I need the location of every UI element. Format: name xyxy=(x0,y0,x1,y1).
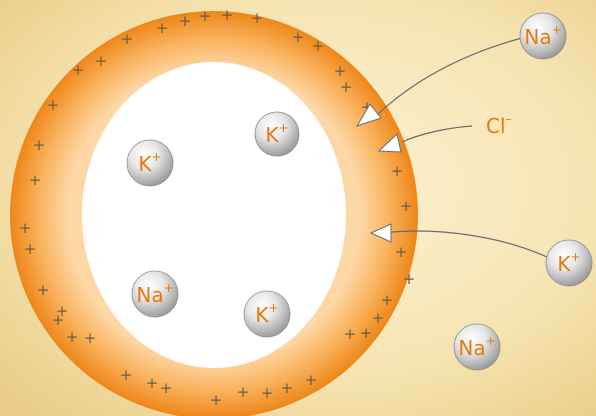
grey-sphere-icon xyxy=(453,323,501,371)
na-inflow-arrow-line xyxy=(377,37,523,115)
membrane-plus-charge: + xyxy=(156,19,169,37)
ion-outside-na-bottom: Na+ xyxy=(453,323,501,371)
membrane-plus-charge: + xyxy=(281,379,294,397)
membrane-plus-charge: + xyxy=(160,379,173,397)
membrane-plus-charge: + xyxy=(292,28,305,46)
ion-inside-k-1: K+ xyxy=(254,111,300,157)
membrane-plus-charge: + xyxy=(251,9,264,27)
membrane-plus-charge: + xyxy=(237,383,250,401)
ion-inside-k-2: K+ xyxy=(126,139,174,187)
membrane-plus-charge: + xyxy=(19,219,32,237)
membrane-plus-charge: + xyxy=(400,197,413,215)
membrane-plus-charge: + xyxy=(52,311,65,329)
membrane-plus-charge: + xyxy=(221,6,234,24)
membrane-plus-charge: + xyxy=(66,328,79,346)
grey-sphere-icon xyxy=(545,239,593,287)
membrane-plus-charge: + xyxy=(305,371,318,389)
membrane-plus-charge: + xyxy=(261,384,274,402)
ion-label: Na+ xyxy=(458,334,495,360)
membrane-plus-charge: + xyxy=(120,366,133,384)
cl-arrow-line xyxy=(401,125,473,143)
ion-inside-k-3: K+ xyxy=(243,290,291,338)
ion-inside-na: Na+ xyxy=(131,270,179,318)
membrane-plus-charge: + xyxy=(56,302,69,320)
membrane-plus-charge: + xyxy=(179,12,192,30)
membrane-plus-charge: + xyxy=(72,61,85,79)
ion-outside-k: K+ xyxy=(545,239,593,287)
membrane-plus-charge: + xyxy=(395,243,408,261)
ion-arrows xyxy=(355,37,548,258)
chloride-label: Cl– xyxy=(486,112,512,138)
k-arrowhead-icon xyxy=(369,223,392,243)
cl-arrowhead-icon xyxy=(377,133,402,153)
membrane-plus-charge: + xyxy=(344,325,357,343)
membrane-plus-charge: + xyxy=(199,7,212,25)
grey-sphere-icon xyxy=(519,12,567,60)
membrane-plus-charge: + xyxy=(47,96,60,114)
grey-sphere-icon xyxy=(243,290,291,338)
membrane-plus-charge: + xyxy=(33,136,46,154)
membrane-plus-charge: + xyxy=(403,270,416,288)
membrane-plus-charge: + xyxy=(121,30,134,48)
membrane-plus-charge: + xyxy=(24,240,37,258)
membrane-plus-charge: + xyxy=(95,52,108,70)
membrane-plus-charge: + xyxy=(84,329,97,347)
ion-label: Na+ xyxy=(136,281,173,307)
membrane-plus-charge: + xyxy=(146,374,159,392)
membrane-plus-charge: + xyxy=(360,324,373,342)
grey-sphere-icon xyxy=(126,139,174,187)
k-arrow-line xyxy=(391,230,548,258)
ion-label: K+ xyxy=(138,150,161,176)
ion-label: K+ xyxy=(255,301,278,327)
membrane-plus-charge: + xyxy=(312,37,325,55)
grey-sphere-icon xyxy=(254,111,300,157)
ion-label: K+ xyxy=(557,250,580,276)
ion-label: K+ xyxy=(265,121,288,147)
na-inflow-arrowhead-icon xyxy=(355,103,382,127)
membrane-plus-charge: + xyxy=(37,281,50,299)
membrane-plus-charge: + xyxy=(372,309,385,327)
membrane-charges: ++ + + + ++ ++ +++++++ ++++ ++++++++ + + ++ + ++ + + + + xyxy=(19,6,416,409)
grey-sphere-icon xyxy=(131,270,179,318)
ion-label: Na+ xyxy=(524,23,561,49)
membrane-plus-charge: + xyxy=(391,162,404,180)
membrane-plus-charge: + xyxy=(210,391,223,409)
membrane-plus-charge: + xyxy=(29,171,42,189)
membrane-plus-charge: + xyxy=(334,62,347,80)
cell-interior xyxy=(82,62,346,368)
membrane-plus-charge: + xyxy=(381,291,394,309)
membrane-plus-charge: + xyxy=(340,78,353,96)
ion-outside-na-top: Na+ xyxy=(519,12,567,60)
